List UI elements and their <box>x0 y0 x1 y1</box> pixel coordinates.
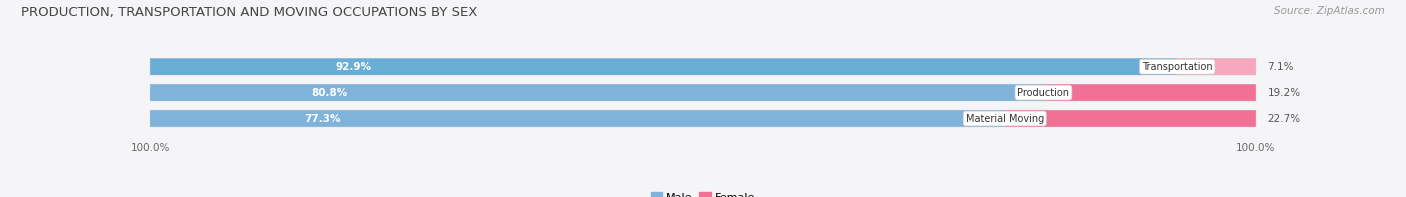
FancyBboxPatch shape <box>1177 58 1256 75</box>
Text: Source: ZipAtlas.com: Source: ZipAtlas.com <box>1274 6 1385 16</box>
Text: 7.1%: 7.1% <box>1267 62 1294 72</box>
Text: 92.9%: 92.9% <box>335 62 371 72</box>
Text: Production: Production <box>1018 88 1070 98</box>
Text: 80.8%: 80.8% <box>311 88 347 98</box>
FancyBboxPatch shape <box>150 84 1256 101</box>
Text: Transportation: Transportation <box>1142 62 1212 72</box>
Text: 22.7%: 22.7% <box>1267 113 1301 124</box>
Text: 77.3%: 77.3% <box>304 113 340 124</box>
Text: 100.0%: 100.0% <box>1236 143 1275 153</box>
FancyBboxPatch shape <box>150 84 1043 101</box>
Legend: Male, Female: Male, Female <box>647 188 759 197</box>
Text: Material Moving: Material Moving <box>966 113 1043 124</box>
FancyBboxPatch shape <box>150 110 1256 127</box>
Text: 100.0%: 100.0% <box>131 143 170 153</box>
FancyBboxPatch shape <box>150 110 1005 127</box>
Text: PRODUCTION, TRANSPORTATION AND MOVING OCCUPATIONS BY SEX: PRODUCTION, TRANSPORTATION AND MOVING OC… <box>21 6 478 19</box>
FancyBboxPatch shape <box>1043 84 1256 101</box>
FancyBboxPatch shape <box>150 58 1256 75</box>
Text: 19.2%: 19.2% <box>1267 88 1301 98</box>
FancyBboxPatch shape <box>1005 110 1256 127</box>
FancyBboxPatch shape <box>150 58 1177 75</box>
